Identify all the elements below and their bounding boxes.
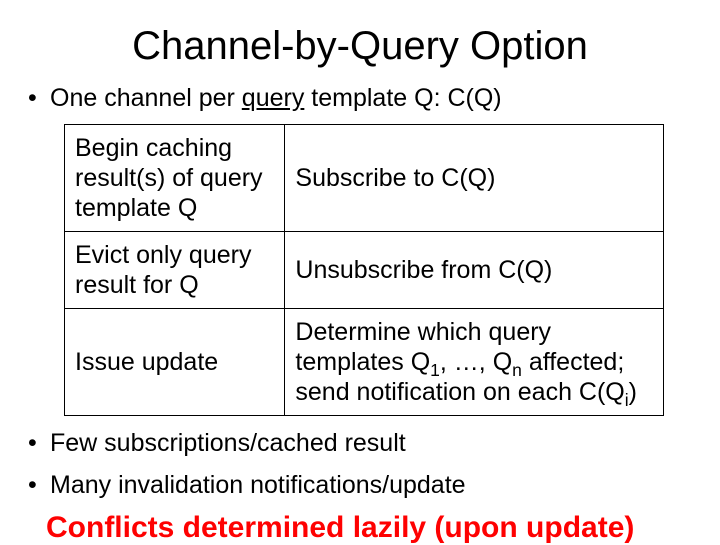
bullet-top-underline: query [242,84,305,112]
cell-right: Determine which query templates Q1, …, Q… [285,309,664,416]
table-row: Issue update Determine which query templ… [65,309,664,416]
bullet-top-pre: One channel per [50,84,242,112]
cell-left: Evict only query result for Q [65,232,285,309]
cell-left: Issue update [65,309,285,416]
table-row: Begin caching result(s) of query templat… [65,125,664,232]
cell-left: Begin caching result(s) of query templat… [65,125,285,232]
bullet-b: Many invalidation notifications/update [28,470,692,501]
cell-right: Unsubscribe from C(Q) [285,232,664,309]
options-table: Begin caching result(s) of query templat… [64,124,664,416]
slide: Channel-by-Query Option One channel per … [0,0,720,540]
bullet-a: Few subscriptions/cached result [28,428,692,459]
bullet-top-post: template Q: C(Q) [304,84,501,112]
bullet-top: One channel per query template Q: C(Q) [28,83,692,114]
table-row: Evict only query result for Q Unsubscrib… [65,232,664,309]
slide-title: Channel-by-Query Option [28,24,692,69]
cell-right: Subscribe to C(Q) [285,125,664,232]
